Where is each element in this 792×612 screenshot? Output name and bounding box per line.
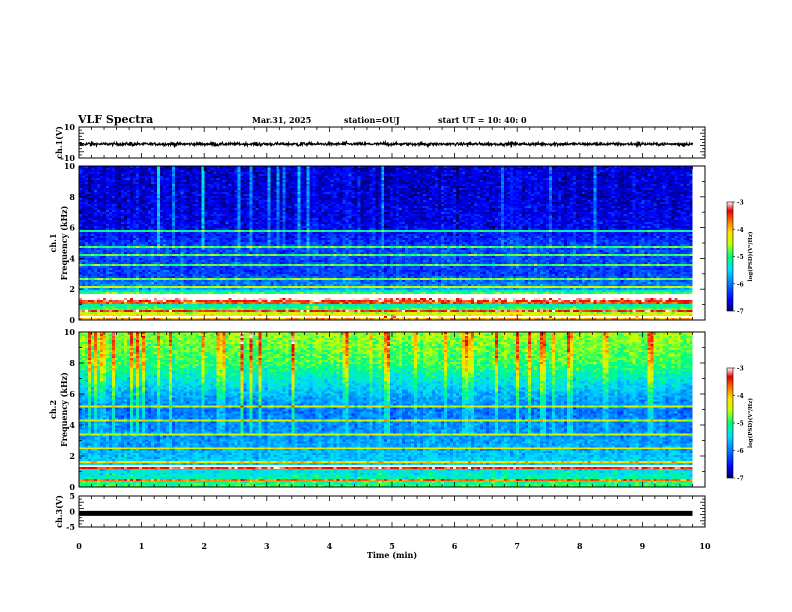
ch3-waveform-ylabel: ch.3(V)	[54, 495, 64, 528]
ch1-spectrogram-colorbar-tick: -3	[737, 200, 744, 207]
ch2-spectrogram-ylabel: ch.2	[48, 400, 58, 419]
x-tick-label: 3	[264, 541, 270, 551]
chart-title: VLF Spectra	[78, 113, 154, 126]
ch2-spectrogram-ticks	[78, 331, 706, 488]
ch2-spectrogram-ytick-label: 10	[64, 327, 76, 337]
x-axis-label: Time (min)	[367, 550, 417, 560]
x-tick-label: 10	[699, 541, 711, 551]
x-tick-label: 6	[452, 541, 458, 551]
ch1-waveform-ytick-label: -10	[61, 153, 76, 163]
ch1-waveform-ylabel: ch.1(V)	[54, 126, 64, 159]
ch2-spectrogram-ytick-label: 2	[69, 451, 75, 461]
ch1-spectrogram-ylabel: ch.1	[48, 233, 58, 252]
ch2-spectrogram-colorbar	[726, 367, 734, 479]
ch3-waveform-ytick-label: 0	[69, 507, 75, 517]
ch2-spectrogram-ytick-label: 8	[69, 358, 75, 368]
ch1-spectrogram-colorbar-tick: -5	[737, 254, 744, 261]
ch1-spectrogram-ytick-label: 8	[69, 192, 75, 202]
ch1-spectrogram-colorbar	[726, 201, 734, 312]
ch3-waveform-trace	[79, 510, 693, 516]
station-label: station=OUJ	[344, 115, 400, 125]
ch1-waveform-ticks	[78, 126, 706, 159]
ch1-spectrogram-ytick-label: 10	[64, 161, 76, 171]
ch1-waveform-trace	[78, 139, 694, 149]
ch1-spectrogram-ytick-label: 6	[69, 223, 75, 233]
ch1-spectrogram-ylabel-freq: Frequency (kHz)	[59, 205, 69, 280]
x-tick-label: 1	[139, 541, 145, 551]
ch3-waveform-ticks	[78, 495, 706, 528]
ch1-spectrogram-ytick-label: 2	[69, 284, 75, 294]
x-tick-label: 2	[201, 541, 207, 551]
ch2-spectrogram-ytick-label: 6	[69, 389, 75, 399]
ch2-spectrogram-colorbar-tick: -3	[737, 366, 744, 373]
date-label: Mar.31, 2025	[252, 115, 312, 125]
x-tick-label: 5	[389, 541, 395, 551]
ch1-spectrogram-image	[79, 166, 693, 320]
ch2-spectrogram-colorbar-tick: -5	[737, 421, 744, 428]
ch2-spectrogram-colorbar-tick: -6	[737, 448, 744, 455]
ch2-spectrogram-colorbar-tick: -4	[737, 393, 744, 400]
ch1-spectrogram-ytick-label: 0	[69, 315, 75, 325]
x-tick-label: 4	[327, 541, 333, 551]
x-tick-label: 9	[640, 541, 646, 551]
x-tick-label: 7	[514, 541, 520, 551]
ch1-spectrogram-colorbar-tick: -7	[737, 309, 744, 316]
ch2-spectrogram-colorbar-tick: -7	[737, 476, 744, 483]
ch1-spectrogram-ytick-label: 4	[69, 253, 75, 263]
ch2-spectrogram-ytick-label: 4	[69, 420, 75, 430]
x-tick-label: 8	[577, 541, 583, 551]
ch1-spectrogram-colorbar-tick: -6	[737, 281, 744, 288]
ch1-spectrogram-colorbar-label: log(PSD)(V²/Hz)	[747, 231, 754, 281]
start-ut-label: start UT = 10: 40: 0	[438, 115, 527, 125]
ch2-spectrogram-ytick-label: 0	[69, 482, 75, 492]
ch2-spectrogram-ylabel-freq: Frequency (kHz)	[59, 372, 69, 447]
ch3-waveform-ytick-label: 5	[69, 491, 75, 501]
ch3-waveform-ytick-label: -5	[66, 522, 75, 532]
x-tick-label: 0	[76, 541, 82, 551]
ch1-spectrogram-colorbar-tick: -4	[737, 227, 744, 234]
ch1-spectrogram-ticks	[78, 165, 706, 321]
ch2-spectrogram-colorbar-label: log(PSD)(V²/Hz)	[747, 398, 754, 448]
ch1-waveform-ytick-label: 10	[64, 122, 76, 132]
ch2-spectrogram-image	[79, 332, 693, 487]
